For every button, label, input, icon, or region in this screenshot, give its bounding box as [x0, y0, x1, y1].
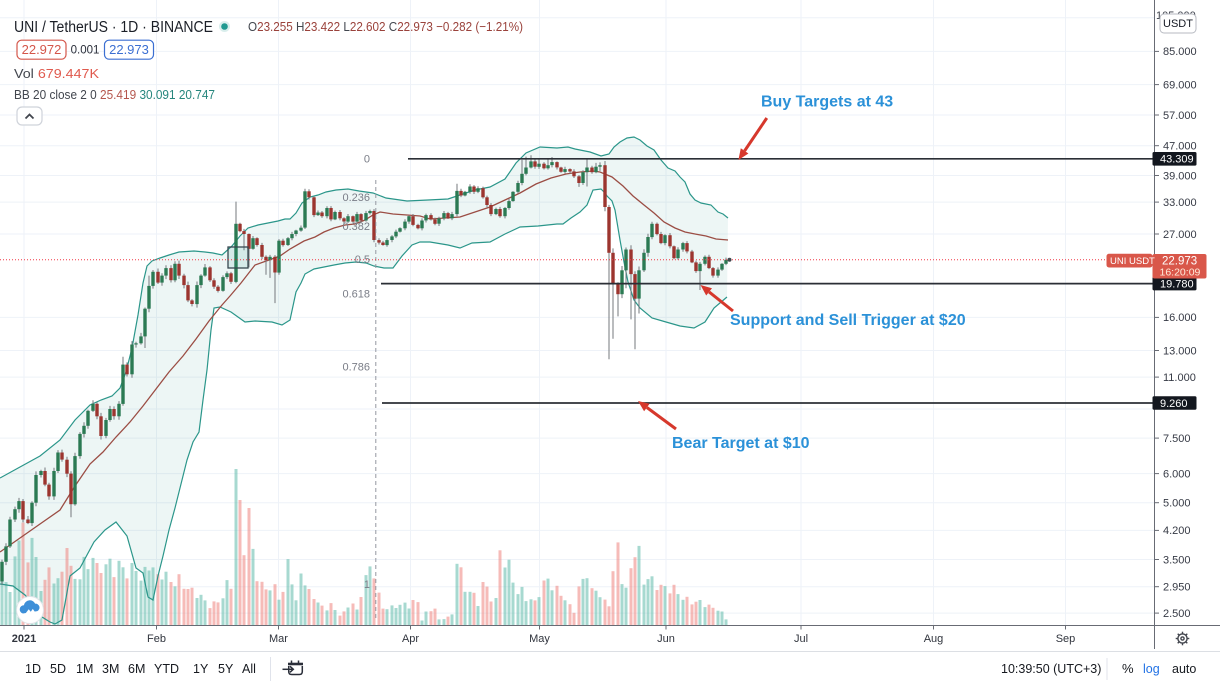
- svg-text:USDT: USDT: [1163, 18, 1193, 30]
- svg-text:7.500: 7.500: [1163, 433, 1191, 445]
- svg-text:19.780: 19.780: [1160, 278, 1194, 290]
- svg-text:0.786: 0.786: [342, 362, 370, 374]
- svg-text:%: %: [1122, 661, 1134, 676]
- svg-text:33.000: 33.000: [1163, 197, 1197, 209]
- svg-text:3M: 3M: [102, 662, 119, 676]
- svg-text:0.236: 0.236: [342, 192, 370, 204]
- svg-text:May: May: [529, 633, 550, 645]
- svg-text:6M: 6M: [128, 662, 145, 676]
- svg-text:Mar: Mar: [269, 633, 288, 645]
- svg-text:69.000: 69.000: [1163, 79, 1197, 91]
- svg-text:0.382: 0.382: [342, 221, 370, 233]
- svg-text:Support and Sell Trigger at $2: Support and Sell Trigger at $20: [730, 312, 966, 329]
- svg-text:log: log: [1143, 662, 1160, 676]
- svg-text:1M: 1M: [76, 662, 93, 676]
- svg-text:1D: 1D: [25, 662, 41, 676]
- svg-text:auto: auto: [1172, 662, 1196, 676]
- svg-text:YTD: YTD: [154, 662, 179, 676]
- svg-text:UNI USDT: UNI USDT: [1110, 256, 1155, 267]
- svg-text:O23.255 H23.422 L22.602 C22.97: O23.255 H23.422 L22.602 C22.973 −0.282 (…: [248, 19, 523, 34]
- svg-text:Bear Target at $10: Bear Target at $10: [672, 435, 810, 452]
- svg-text:57.000: 57.000: [1163, 110, 1197, 122]
- svg-text:2.500: 2.500: [1163, 608, 1191, 620]
- svg-text:Sep: Sep: [1056, 633, 1076, 645]
- svg-text:22.973: 22.973: [109, 42, 149, 57]
- svg-text:3.500: 3.500: [1163, 554, 1191, 566]
- svg-text:16:20:09: 16:20:09: [1160, 267, 1201, 279]
- svg-text:All: All: [242, 662, 256, 676]
- svg-text:Vol 679.447K: Vol 679.447K: [14, 66, 99, 81]
- svg-text:27.000: 27.000: [1163, 229, 1197, 241]
- svg-text:10:39:50 (UTC+3): 10:39:50 (UTC+3): [1001, 662, 1101, 676]
- svg-text:16.000: 16.000: [1163, 312, 1197, 324]
- svg-text:6.000: 6.000: [1163, 468, 1191, 480]
- svg-text:13.000: 13.000: [1163, 345, 1197, 357]
- svg-text:0: 0: [364, 153, 370, 165]
- svg-text:0.001: 0.001: [71, 45, 100, 57]
- svg-text:BB 20 close 2 0 25.419 30.091: BB 20 close 2 0 25.419 30.091 20.747: [14, 88, 215, 102]
- svg-text:0.5: 0.5: [355, 254, 370, 266]
- svg-text:Apr: Apr: [402, 633, 419, 645]
- svg-text:Jun: Jun: [657, 633, 675, 645]
- svg-text:Feb: Feb: [147, 633, 166, 645]
- svg-text:39.000: 39.000: [1163, 170, 1197, 182]
- svg-text:43.309: 43.309: [1160, 154, 1194, 166]
- svg-text:Aug: Aug: [924, 633, 944, 645]
- svg-text:Buy Targets at 43: Buy Targets at 43: [761, 94, 893, 111]
- svg-text:9.260: 9.260: [1160, 398, 1188, 410]
- svg-text:22.973: 22.973: [1162, 256, 1197, 268]
- svg-text:4.200: 4.200: [1163, 525, 1191, 537]
- svg-text:1Y: 1Y: [193, 662, 209, 676]
- svg-text:47.000: 47.000: [1163, 141, 1197, 153]
- svg-text:5Y: 5Y: [218, 662, 234, 676]
- svg-text:2.950: 2.950: [1163, 582, 1191, 594]
- svg-text:5.000: 5.000: [1163, 498, 1191, 510]
- svg-text:5D: 5D: [50, 662, 66, 676]
- svg-text:22.972: 22.972: [22, 42, 62, 57]
- svg-text:1: 1: [364, 579, 370, 591]
- svg-text:11.000: 11.000: [1163, 372, 1196, 384]
- svg-text:2021: 2021: [12, 633, 36, 645]
- svg-text:85.000: 85.000: [1163, 46, 1197, 58]
- svg-text:Jul: Jul: [794, 633, 808, 645]
- svg-text:UNI / TetherUS · 1D · BINANCE: UNI / TetherUS · 1D · BINANCE: [14, 19, 213, 36]
- svg-text:0.618: 0.618: [342, 289, 370, 301]
